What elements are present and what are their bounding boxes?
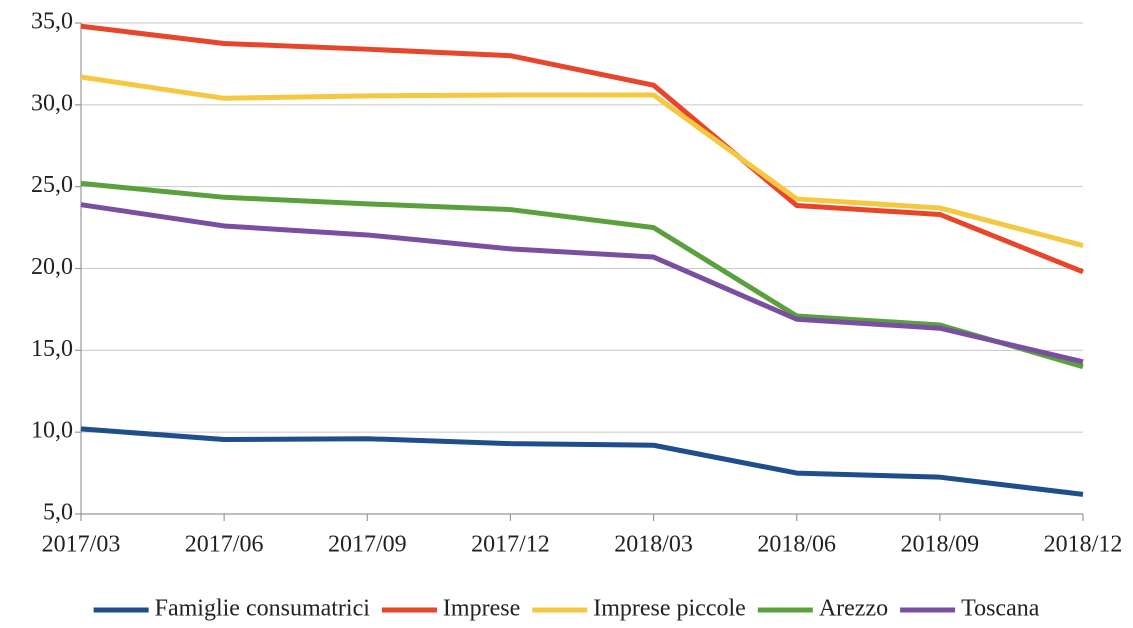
- x-tick-label: 2018/12: [1044, 532, 1123, 558]
- series-line: [80, 426, 1084, 497]
- x-tick-label: 2017/03: [42, 532, 121, 558]
- legend-label: Famiglie consumatrici: [155, 596, 371, 622]
- y-tick-label: 20,0: [31, 254, 73, 280]
- legend-label: Imprese: [443, 596, 520, 622]
- y-tick-label: 25,0: [31, 172, 73, 198]
- y-tick-label: 35,0: [31, 9, 73, 35]
- legend: Famiglie consumatrici Imprese Imprese picc…: [93, 596, 1040, 622]
- legend-label: Toscana: [961, 596, 1040, 622]
- y-tick-label: 15,0: [31, 336, 73, 362]
- x-tick-label: 2018/09: [901, 532, 980, 558]
- x-tick-label: 2018/03: [614, 532, 693, 558]
- x-tick-label: 2018/06: [757, 532, 836, 558]
- x-tick-label: 2017/06: [185, 532, 264, 558]
- legend-label: Arezzo: [819, 596, 888, 622]
- series-line: [80, 74, 1084, 249]
- x-tick-label: 2017/12: [471, 532, 550, 558]
- x-tick-label: 2017/09: [328, 532, 407, 558]
- series-line: [80, 202, 1084, 365]
- series-line: [80, 23, 1084, 275]
- y-tick-label: 5,0: [43, 500, 73, 526]
- y-tick-label: 10,0: [31, 418, 73, 444]
- legend-label: Imprese piccole: [593, 596, 746, 622]
- y-tick-label: 30,0: [31, 90, 73, 116]
- series-line: [80, 180, 1084, 370]
